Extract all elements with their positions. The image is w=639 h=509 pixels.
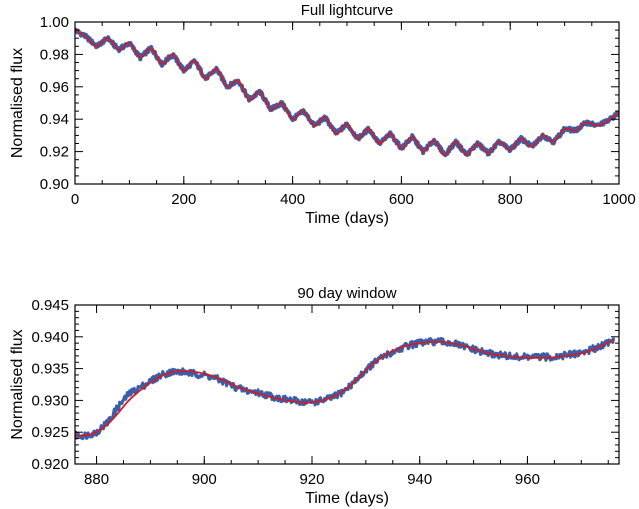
ninety-day-window-panel: 90 day window 880 900 920 940 960 0.920 0.925 0.…: [9, 285, 620, 507]
x-tick-label: 0: [71, 191, 79, 208]
observed-point: [116, 405, 120, 408]
axes-frame: [74, 21, 620, 185]
x-tick-label: 200: [171, 191, 196, 208]
model-fit-line: [75, 29, 619, 156]
plot-area: [75, 27, 619, 158]
axes-frame: [74, 304, 620, 465]
y-tick-label: 0.94: [40, 111, 69, 128]
y-tick-label: 0.92: [40, 144, 69, 161]
y-tick-label: 0.96: [40, 79, 69, 96]
y-tick-label: 0.930: [31, 392, 69, 409]
y-tick-label: 0.920: [31, 456, 69, 473]
observed-point: [127, 392, 131, 396]
chart-title: Full lightcurve: [301, 2, 394, 19]
x-tick-label: 920: [299, 471, 324, 488]
model-fit-line: [75, 339, 614, 437]
y-tick-label: 0.940: [31, 329, 69, 346]
x-tick-label: 900: [192, 471, 217, 488]
y-tick-label: 0.935: [31, 361, 69, 378]
observed-point: [192, 372, 195, 375]
y-tick-label: 1.00: [40, 14, 69, 31]
x-axis-title: Time (days): [305, 490, 389, 507]
x-tick-label: 1000: [602, 191, 635, 208]
observed-point: [138, 386, 141, 389]
y-tick-label: 0.945: [31, 297, 69, 314]
full-lightcurve-panel: Full lightcurve 0 200 400 600 800 1000 0.90 0.92…: [9, 2, 636, 227]
x-tick-label: 600: [389, 191, 414, 208]
chart-title: 90 day window: [297, 285, 396, 302]
x-tick-label: 960: [515, 471, 540, 488]
x-tick-label: 800: [498, 191, 523, 208]
y-axis-title: Normalised flux: [9, 48, 26, 158]
x-tick-label: 940: [407, 471, 432, 488]
y-tick-label: 0.925: [31, 424, 69, 441]
observed-flux-line: [75, 27, 619, 158]
x-tick-label: 880: [84, 471, 109, 488]
plot-area: [75, 336, 616, 441]
x-axis-title: Time (days): [305, 210, 389, 227]
y-tick-label: 0.90: [40, 176, 69, 193]
observed-flux-line: [75, 336, 616, 441]
y-tick-label: 0.98: [40, 46, 69, 63]
y-axis-title: Normalised flux: [9, 329, 26, 439]
x-tick-label: 400: [280, 191, 305, 208]
